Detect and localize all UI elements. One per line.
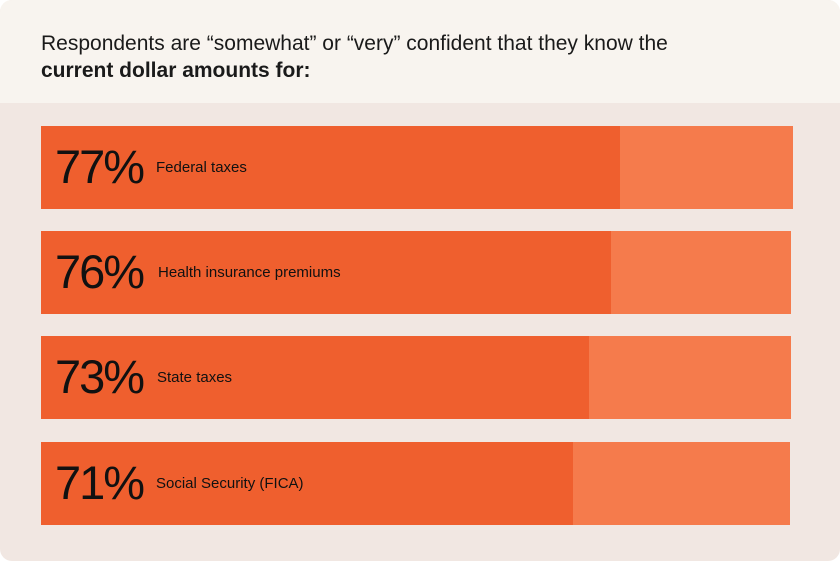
bar [41,336,589,419]
bar-value-label: 76% [55,245,145,298]
bar-row: 76% Health insurance premiums [41,231,791,314]
bar-value-label: 71% [55,456,145,509]
bar-row: 73% State taxes [41,336,791,419]
chart-title-emphasis: current dollar amounts for: [41,59,311,82]
chart-title: Respondents are “somewhat” or “very” con… [41,30,741,84]
chart-title-text: Respondents are “somewhat” or “very” con… [41,32,668,55]
bar-category-label: Social Security (FICA) [156,475,304,492]
bar-chart: 77% Federal taxes 76% Health insurance prem… [0,103,840,561]
bar-row: 77% Federal taxes [41,126,793,209]
bar [41,231,611,314]
bar-category-label: Health insurance premiums [158,264,341,281]
bar-category-label: State taxes [157,369,233,386]
chart-header: Respondents are “somewhat” or “very” con… [0,0,840,103]
bar [41,442,573,525]
bar-category-label: Federal taxes [156,159,247,176]
bar [41,126,620,209]
bar-value-label: 73% [55,350,145,403]
bar-row: 71% Social Security (FICA) [41,442,790,525]
bar-value-label: 77% [55,140,145,193]
